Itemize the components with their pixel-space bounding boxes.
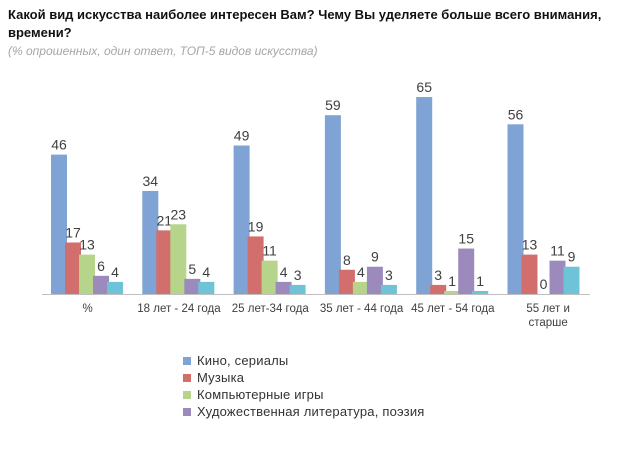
legend-label: Художественная литература, поэзия: [197, 404, 425, 419]
bar: [93, 275, 109, 294]
bar: [507, 124, 524, 294]
data-label: 65: [416, 79, 432, 95]
data-label: 4: [202, 264, 210, 280]
data-label: 11: [550, 243, 565, 259]
data-label: 49: [234, 128, 250, 144]
x-tick-label: 55 лет и: [526, 303, 570, 315]
legend-item: Художественная литература, поэзия: [183, 403, 425, 420]
data-label: 23: [171, 206, 187, 222]
bar: [51, 154, 67, 294]
bar: [79, 254, 95, 294]
data-label: 3: [434, 267, 442, 283]
data-label: 4: [280, 264, 288, 280]
legend-item: Компьютерные игры: [183, 386, 425, 403]
bar: [142, 190, 159, 294]
data-label: 59: [325, 97, 341, 113]
bar: [261, 260, 278, 294]
x-tick-label: старше: [528, 317, 567, 329]
bar: [366, 266, 383, 294]
bar: [65, 242, 81, 294]
data-label: 8: [343, 252, 351, 268]
data-label: 56: [508, 106, 524, 122]
bar: [338, 269, 355, 294]
legend-swatch: [183, 407, 191, 416]
legend-swatch: [183, 390, 191, 399]
legend-label: Кино, сериалы: [197, 353, 289, 368]
bar: [430, 284, 447, 294]
x-tick-label: %: [83, 303, 93, 315]
chart-title: Какой вид искусства наиболее интересен В…: [8, 7, 602, 40]
bar: [380, 284, 397, 294]
bar: [170, 224, 187, 294]
data-label: 6: [97, 258, 105, 274]
bar: [184, 278, 201, 294]
data-label: 13: [522, 237, 538, 253]
data-label: 1: [476, 273, 484, 289]
legend-swatch: [183, 373, 191, 382]
bar: [563, 266, 580, 294]
data-label: 13: [79, 237, 95, 253]
bar: [549, 260, 566, 294]
x-tick-label: 18 лет - 24 года: [137, 303, 221, 315]
data-label: 4: [111, 264, 119, 280]
data-label: 3: [385, 267, 393, 283]
data-label: 9: [371, 249, 379, 265]
data-label: 46: [51, 137, 67, 153]
legend-label: Музыка: [197, 370, 245, 385]
x-tick-label: 25 лет-34 года: [232, 303, 310, 315]
bar: [472, 290, 489, 294]
data-label: 5: [188, 261, 196, 277]
x-tick-label: 45 лет - 54 года: [411, 303, 495, 315]
legend-swatch: [183, 356, 191, 365]
data-label: 15: [458, 231, 474, 247]
data-label: 1: [448, 273, 456, 289]
bar: [156, 230, 173, 294]
bar: [458, 248, 475, 294]
data-label: 4: [357, 264, 365, 280]
legend-item: Музыка: [183, 369, 425, 386]
x-tick-label: 35 лет - 44 года: [320, 303, 404, 315]
bar: [352, 281, 369, 294]
chart-subtitle: (% опрошенных, один ответ, ТОП-5 видов и…: [8, 44, 318, 58]
bar: [247, 236, 264, 294]
bar: [233, 145, 250, 294]
data-label: 0: [540, 276, 548, 292]
bar: [324, 115, 341, 294]
data-label: 34: [143, 173, 159, 189]
bar: [289, 284, 306, 294]
bar: [275, 281, 292, 294]
data-label: 3: [294, 267, 302, 283]
data-label: 19: [248, 218, 264, 234]
bar: [198, 281, 215, 294]
chart-legend: Кино, сериалы Музыка Компьютерные игры Худо…: [183, 352, 425, 420]
legend-label: Компьютерные игры: [197, 387, 324, 402]
data-label: 17: [65, 224, 81, 240]
bar: [521, 254, 538, 294]
data-label: 9: [568, 249, 576, 265]
legend-item: Кино, сериалы: [183, 352, 425, 369]
data-label: 11: [262, 243, 277, 259]
bar: [107, 281, 123, 294]
bar: [416, 97, 433, 294]
bar: [444, 290, 461, 294]
data-label: 21: [157, 212, 173, 228]
